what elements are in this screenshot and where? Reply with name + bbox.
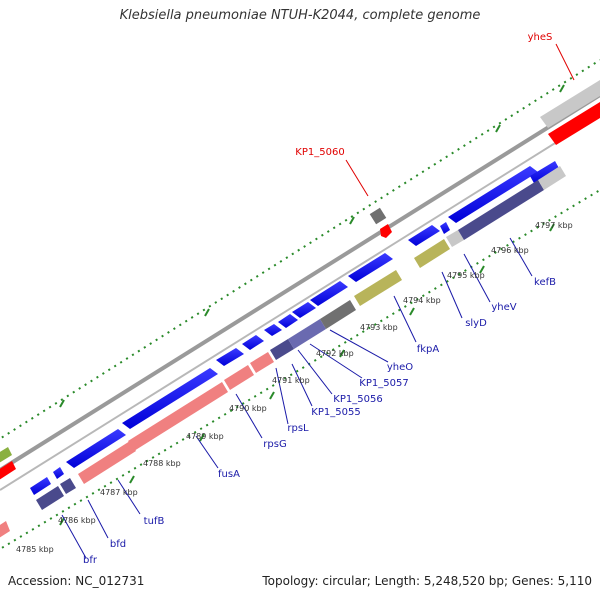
gene-label-kp1-5060[interactable]: KP1_5060 xyxy=(295,147,344,158)
gene-arrow[interactable] xyxy=(66,429,126,468)
gene-block[interactable] xyxy=(446,230,464,247)
kbp-label: 4787 kbp xyxy=(100,488,138,497)
gene-label-bfd[interactable]: bfd xyxy=(110,539,126,550)
gene-arrow[interactable] xyxy=(278,314,298,328)
gene-label-bfr[interactable]: bfr xyxy=(83,555,98,566)
kbp-label: 4792 kbp xyxy=(316,349,354,358)
yhes-leader xyxy=(555,43,575,81)
gene-arrow[interactable] xyxy=(53,467,64,479)
gene-arrow[interactable] xyxy=(30,477,51,495)
gene-label-kefB[interactable]: kefB xyxy=(534,277,556,288)
gene-label-slyD[interactable]: slyD xyxy=(465,318,487,329)
gene-label-rpsL[interactable]: rpsL xyxy=(287,423,309,434)
gene-arrow[interactable] xyxy=(408,225,440,246)
reverse-genes[interactable] xyxy=(36,166,566,510)
gene-label-yheO[interactable]: yheO xyxy=(387,362,413,373)
kp1-5060-leader xyxy=(345,159,369,197)
gene-label-fkpA[interactable]: fkpA xyxy=(417,344,440,355)
gene-label-yheV[interactable]: yheV xyxy=(491,302,516,313)
accession-text: Accession: NC_012731 xyxy=(8,574,145,588)
gene-block[interactable] xyxy=(320,300,356,329)
gene-block[interactable] xyxy=(78,441,136,484)
gene-kp1-5060-red[interactable] xyxy=(380,224,392,238)
partial-gene-pink[interactable] xyxy=(0,521,10,538)
partial-gene-red[interactable] xyxy=(0,461,16,480)
gene-label-kp1-5056[interactable]: KP1_5056 xyxy=(333,394,382,405)
kbp-label: 4790 kbp xyxy=(229,404,267,413)
gene-arrow[interactable] xyxy=(440,222,450,234)
kbp-label: 4794 kbp xyxy=(403,296,441,305)
backbone-lower xyxy=(0,114,600,491)
gene-arrow[interactable] xyxy=(448,166,538,223)
gene-label-kp1-5057[interactable]: KP1_5057 xyxy=(359,378,408,389)
gene-arrow[interactable] xyxy=(310,281,348,306)
kbp-label: 4785 kbp xyxy=(16,545,54,554)
gene-block[interactable] xyxy=(270,339,294,360)
gene-block[interactable] xyxy=(224,365,254,390)
forward-genes[interactable] xyxy=(30,161,560,495)
gene-block[interactable] xyxy=(250,352,274,373)
gene-block[interactable] xyxy=(458,180,544,240)
gene-arrow[interactable] xyxy=(122,368,218,429)
outer-dotted-track-1 xyxy=(0,59,600,440)
gene-block[interactable] xyxy=(36,486,64,510)
gene-label-fusA[interactable]: fusA xyxy=(218,469,240,480)
gene-label-kp1-5055[interactable]: KP1_5055 xyxy=(311,407,360,418)
gene-grey-top[interactable] xyxy=(540,80,600,128)
gene-arrow[interactable] xyxy=(264,324,282,336)
gene-block[interactable] xyxy=(414,239,450,268)
outer-dotted-track-2 xyxy=(0,189,600,551)
gene-arrow[interactable] xyxy=(348,253,393,282)
kbp-label: 4793 kbp xyxy=(360,323,398,332)
gene-block[interactable] xyxy=(128,382,228,451)
gene-block[interactable] xyxy=(354,270,402,306)
genome-title: Klebsiella pneumoniae NTUH-K2044, comple… xyxy=(119,8,481,23)
kbp-label: 4789 kbp xyxy=(186,432,224,441)
kbp-label: 4791 kbp xyxy=(272,376,310,385)
gene-arrow[interactable] xyxy=(530,161,560,185)
tick-marks xyxy=(59,84,565,526)
gene-block[interactable] xyxy=(60,478,76,494)
gene-label-rpsG[interactable]: rpsG xyxy=(263,439,286,450)
gene-label-tufB[interactable]: tufB xyxy=(144,516,165,527)
gene-label-yheS[interactable]: yheS xyxy=(528,32,553,43)
gene-kp1-5060-grey[interactable] xyxy=(369,207,387,225)
kbp-label: 4788 kbp xyxy=(143,459,181,468)
kbp-label: 4797 kbp xyxy=(535,221,573,230)
partial-gene-green[interactable] xyxy=(0,447,12,463)
gene-arrow[interactable] xyxy=(216,348,244,366)
kbp-label: 4786 kbp xyxy=(58,516,96,525)
topology-text: Topology: circular; Length: 5,248,520 bp… xyxy=(262,574,592,588)
gene-arrow[interactable] xyxy=(292,302,316,318)
gene-arrow[interactable] xyxy=(242,335,264,350)
kbp-label: 4796 kbp xyxy=(491,246,529,255)
gene-block[interactable] xyxy=(538,166,566,190)
gene-block[interactable] xyxy=(288,319,326,349)
backbone-upper xyxy=(0,93,600,472)
kbp-label: 4795 kbp xyxy=(447,271,485,280)
gene-red-top[interactable] xyxy=(548,102,600,145)
label-leaders xyxy=(61,237,533,559)
